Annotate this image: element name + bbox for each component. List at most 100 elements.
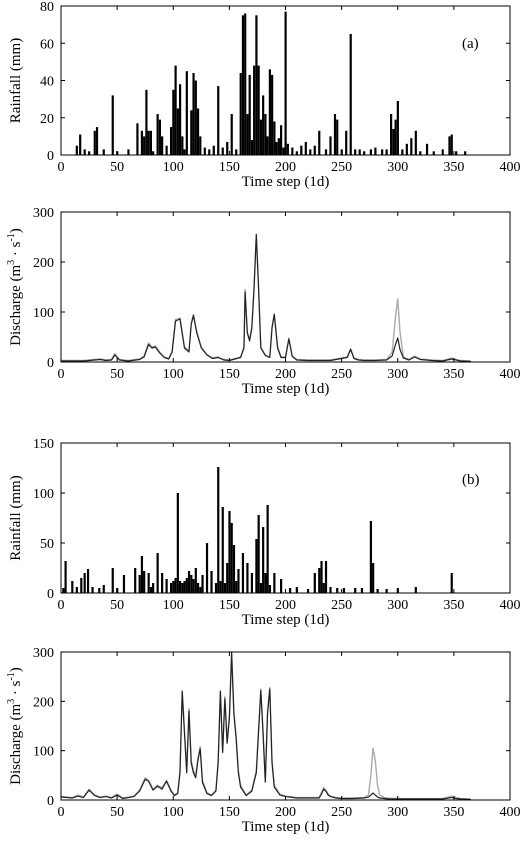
rainfall-bar — [253, 65, 256, 155]
rainfall-bar — [176, 108, 179, 155]
rainfall-bar — [271, 74, 274, 155]
rainfall-bar — [230, 523, 233, 593]
rainfall-bar — [145, 89, 148, 155]
rainfall-bar — [62, 588, 65, 593]
rainfall-bar — [210, 571, 213, 593]
rainfall-bar — [185, 578, 188, 593]
y-tick-label: 80 — [40, 0, 54, 15]
rainfall-bar — [336, 588, 339, 593]
x-tick-label: 150 — [219, 160, 240, 175]
panel-tag: (a) — [462, 36, 479, 52]
rainfall-bar — [262, 527, 265, 593]
rainfall-bar — [280, 579, 283, 593]
rainfall-bar — [71, 581, 74, 593]
rainfall-bar — [257, 515, 260, 593]
x-tick-label: 400 — [500, 367, 521, 382]
rainfall-bar — [205, 543, 209, 593]
rainfall-bar — [181, 136, 184, 156]
x-tick-label: 250 — [331, 160, 352, 175]
y-axis-label-superscript: -1 — [6, 672, 17, 680]
x-tick-label: 350 — [443, 160, 464, 175]
x-tick-label: 0 — [58, 160, 65, 175]
rainfall-bar — [86, 569, 90, 593]
rainfall-bar — [149, 130, 152, 155]
rainfall-bar — [358, 149, 361, 155]
x-axis-label: Time step (1d) — [242, 174, 330, 190]
y-tick-label: 150 — [33, 437, 54, 452]
rainfall-bar — [221, 147, 224, 155]
rainfall-bar — [241, 15, 245, 156]
rainfall-bar — [75, 145, 78, 155]
rainfall-bar — [410, 138, 413, 155]
y-tick-label: 40 — [40, 75, 54, 90]
rainfall-bar — [228, 511, 231, 593]
y-tick-label: 100 — [33, 487, 54, 502]
rainfall-bar — [158, 119, 161, 155]
rainfall-bar — [329, 587, 332, 593]
rainfall-bar — [392, 128, 395, 155]
y-axis-label-part: · s — [8, 680, 24, 698]
y-axis-label: Rainfall (mm) — [8, 475, 24, 560]
x-tick-label: 0 — [58, 598, 65, 613]
y-axis-label-part: ) — [8, 228, 24, 233]
rainfall-bar — [318, 568, 321, 593]
rainfall-bar — [284, 11, 287, 156]
y-axis-label: Discharge (m3 · s-1) — [6, 667, 24, 785]
y-axis-label-part: · s — [8, 241, 24, 259]
x-tick-label: 250 — [331, 598, 352, 613]
rainfall-bar — [138, 575, 141, 593]
chart-panel-1: 0 50 100 150 200 250 300 350 400 0 20 40 60 80 Time st… — [8, 0, 521, 190]
rainfall-bar — [95, 127, 99, 155]
rainfall-bar — [140, 130, 144, 155]
rainfall-bar — [266, 136, 269, 156]
discharge-series-line-2 — [60, 652, 471, 801]
x-tick-label: 200 — [275, 598, 296, 613]
y-tick-label: 20 — [40, 112, 54, 127]
x-tick-label: 50 — [110, 160, 124, 175]
rainfall-bar — [111, 568, 114, 593]
rainfall-bar — [464, 151, 467, 155]
rainfall-bar — [354, 588, 357, 593]
rainfall-bar — [282, 147, 285, 155]
rainfall-bar — [318, 130, 321, 155]
x-tick-label: 350 — [443, 805, 464, 820]
rainfall-bar — [336, 119, 339, 155]
rainfall-bar — [250, 573, 254, 593]
x-tick-label: 0 — [58, 367, 65, 382]
rainfall-bar — [345, 130, 348, 155]
rainfall-bar — [178, 84, 182, 155]
y-axis-label: Discharge (m3 · s-1) — [6, 228, 24, 346]
y-tick-label: 0 — [47, 149, 54, 164]
x-axis-label: Time step (1d) — [242, 381, 330, 397]
rainfall-bar — [333, 114, 337, 155]
x-tick-label: 300 — [387, 160, 408, 175]
rainfall-bar — [275, 141, 278, 155]
chart-panel-2: 0 50 100 150 200 250 300 350 400 0 100 200 300 Time s… — [6, 206, 521, 397]
x-tick-label: 100 — [163, 367, 184, 382]
rainfall-bar — [259, 583, 263, 593]
rainfall-bar — [170, 127, 173, 155]
y-tick-label: 300 — [33, 206, 54, 221]
rainfall-bar — [262, 95, 265, 155]
y-tick-label: 0 — [47, 794, 54, 809]
x-tick-label: 300 — [387, 805, 408, 820]
rainfall-bar — [143, 136, 146, 156]
rainfall-bar — [178, 581, 182, 593]
rainfall-bar — [183, 581, 186, 593]
rainfall-bar — [342, 588, 346, 593]
rainfall-bar — [147, 573, 150, 593]
y-tick-label: 300 — [33, 646, 54, 661]
x-tick-label: 200 — [275, 805, 296, 820]
rainfall-bar — [255, 539, 258, 593]
rainfall-bar — [219, 581, 222, 593]
rainfall-bar — [152, 583, 155, 593]
rainfall-bar — [295, 587, 298, 593]
rainfall-bar — [165, 145, 168, 155]
y-axis-label-part: ) — [8, 667, 24, 672]
rainfall-bar — [306, 589, 310, 593]
rainfall-bar — [134, 568, 137, 593]
y-tick-label: 100 — [33, 306, 54, 321]
rainfall-bar — [324, 149, 328, 155]
rainfall-bar — [381, 149, 384, 155]
